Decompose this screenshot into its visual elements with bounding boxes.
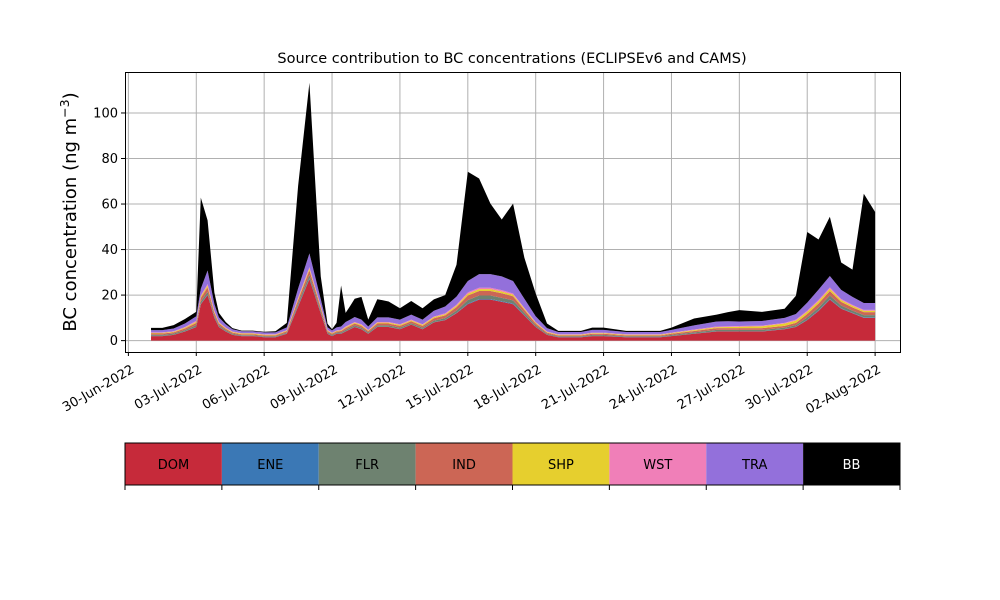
legend-swatch-dom	[125, 443, 222, 485]
x-tick-label: 18-Jul-2022	[471, 362, 544, 413]
x-tick-label: 21-Jul-2022	[539, 362, 612, 413]
y-tick-label: 60	[101, 198, 118, 213]
legend-label-tra: TRA	[741, 458, 767, 473]
y-axis-label-exponent: −3	[57, 99, 72, 117]
legend-label-ind: IND	[452, 458, 476, 473]
legend-label-shp: SHP	[548, 458, 574, 473]
x-axis: 30-Jun-202203-Jul-202206-Jul-202209-Jul-…	[60, 352, 884, 417]
legend-swatch-ene	[221, 443, 319, 485]
x-tick-label: 30-Jun-2022	[60, 362, 137, 415]
legend-swatch-wst	[609, 443, 707, 485]
y-tick-label: 0	[110, 334, 118, 349]
chart-title: Source contribution to BC concentrations…	[277, 51, 746, 67]
legend-swatch-shp	[512, 443, 610, 485]
legend-label-dom: DOM	[158, 458, 189, 473]
area-dom	[151, 279, 876, 341]
x-tick-label: 27-Jul-2022	[675, 362, 748, 413]
legend-swatch-ind	[415, 443, 513, 485]
legend-label-wst: WST	[643, 458, 672, 473]
y-axis: 0 20 40 60 80 100	[93, 106, 125, 349]
legend-label-bb: BB	[843, 458, 861, 473]
x-tick-label: 03-Jul-2022	[132, 362, 205, 413]
y-tick-label: 20	[101, 289, 118, 304]
area-bb	[151, 82, 876, 333]
legend-swatch-flr	[318, 443, 416, 485]
legend-swatch-tra	[706, 443, 804, 485]
legend-label-flr: FLR	[355, 458, 379, 473]
y-axis-label-close: )	[60, 92, 81, 99]
x-tick-label: 12-Jul-2022	[336, 362, 409, 413]
legend-swatch-bb	[803, 443, 900, 485]
x-tick-label: 02-Aug-2022	[803, 362, 883, 417]
y-tick-label: 40	[101, 243, 118, 258]
legend-label-ene: ENE	[257, 458, 283, 473]
plot-frame	[125, 72, 901, 353]
x-tick-label: 06-Jul-2022	[200, 362, 273, 413]
stacked-areas	[151, 82, 876, 341]
y-tick-label: 100	[93, 106, 118, 121]
x-tick-label: 15-Jul-2022	[404, 362, 477, 413]
y-tick-label: 80	[101, 152, 118, 167]
x-tick-label: 09-Jul-2022	[268, 362, 341, 413]
y-axis-label: BC concentration (ng m−3)	[57, 92, 81, 331]
legend: DOM ENE FLR IND SHP WST TRA BB	[124, 442, 901, 490]
x-tick-label: 24-Jul-2022	[607, 362, 680, 413]
